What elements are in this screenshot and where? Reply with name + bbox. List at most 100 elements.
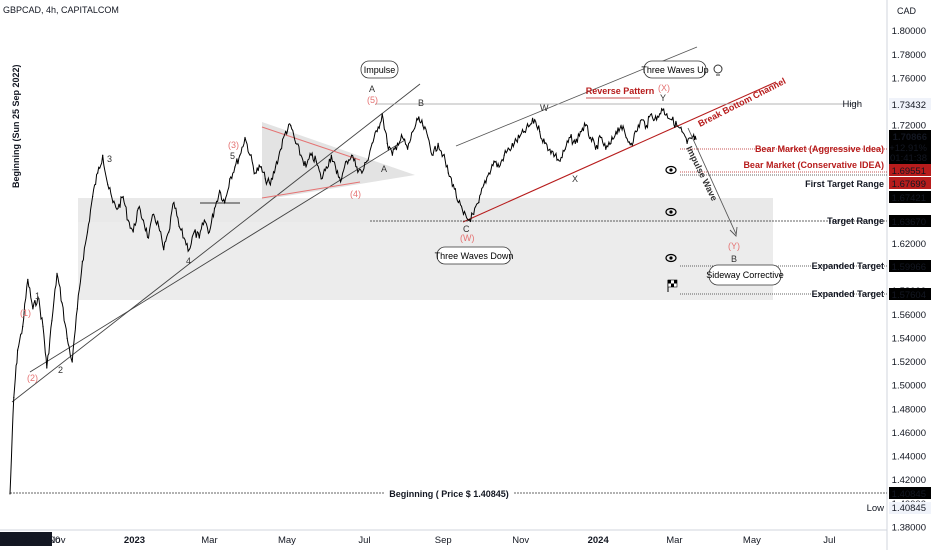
price-point bbox=[315, 160, 317, 162]
price-point bbox=[468, 219, 470, 221]
price-point bbox=[437, 142, 439, 144]
expanded-2-tag: 1.57604 bbox=[889, 288, 931, 301]
price-point bbox=[539, 131, 541, 133]
price-point bbox=[153, 213, 155, 215]
price-point bbox=[295, 142, 297, 144]
triangle-top-line bbox=[261, 126, 361, 161]
price-point bbox=[97, 172, 99, 174]
price-point bbox=[579, 131, 582, 133]
wave-B: B bbox=[418, 98, 424, 108]
price-point bbox=[259, 166, 261, 168]
impulse-wave-label: Impulse Wave bbox=[684, 144, 719, 202]
svg-text:1.59966: 1.59966 bbox=[892, 262, 926, 273]
sideway-corrective-label: Sideway Corrective bbox=[706, 270, 784, 280]
three-waves-down-label: Three Waves Down bbox=[435, 251, 514, 261]
price-point bbox=[686, 142, 688, 144]
bear-aggressive-tag: 1.69551 bbox=[889, 164, 931, 177]
price-point bbox=[178, 225, 180, 227]
price-point bbox=[493, 160, 495, 162]
price-point bbox=[158, 225, 160, 227]
low-value: 1.40845 bbox=[892, 503, 926, 514]
price-point bbox=[371, 142, 373, 144]
eye-icon bbox=[665, 165, 677, 175]
price-point bbox=[137, 207, 139, 209]
expanded-target-label-1: Expanded Target bbox=[812, 261, 884, 271]
price-point bbox=[142, 219, 144, 221]
y-tick-label: 1.48000 bbox=[892, 404, 926, 415]
y-tick-label: 1.52000 bbox=[892, 357, 926, 368]
price-point bbox=[244, 136, 246, 139]
x-tick-label: Mar bbox=[201, 535, 217, 546]
checkered-flag-icon bbox=[667, 279, 678, 292]
impulse-label: Impulse bbox=[364, 65, 396, 75]
price-point bbox=[37, 296, 39, 298]
red-channel-line bbox=[462, 81, 777, 223]
price-point bbox=[203, 219, 205, 221]
x-tick-label: May bbox=[743, 535, 761, 546]
price-point bbox=[671, 119, 673, 121]
price-point bbox=[625, 136, 627, 139]
price-point bbox=[239, 154, 241, 156]
y-tick-label: 1.80000 bbox=[892, 26, 926, 37]
price-point bbox=[193, 231, 195, 233]
wave-X: X bbox=[572, 174, 578, 184]
price-point bbox=[656, 119, 658, 121]
x-tick-label: Nov bbox=[49, 535, 66, 546]
projection-arrow bbox=[687, 127, 737, 235]
wave-2p: (2) bbox=[27, 373, 38, 383]
price-point bbox=[417, 119, 419, 121]
price-point bbox=[81, 261, 83, 263]
lightbulb-icon bbox=[713, 64, 723, 76]
price-point bbox=[483, 184, 485, 186]
target-zone-lower bbox=[78, 222, 773, 300]
price-point bbox=[208, 231, 210, 233]
price-point bbox=[280, 148, 282, 150]
price-point bbox=[407, 148, 409, 150]
price-point bbox=[615, 131, 617, 133]
price-point bbox=[86, 231, 89, 233]
price-point bbox=[27, 278, 29, 280]
svg-text:1.67421: 1.67421 bbox=[892, 193, 926, 204]
price-point bbox=[452, 184, 454, 186]
price-point bbox=[523, 131, 526, 133]
price-point bbox=[529, 125, 531, 127]
wave-1: 1 bbox=[35, 291, 40, 301]
price-point bbox=[432, 154, 434, 156]
price-point bbox=[183, 237, 185, 239]
svg-text:1.57604: 1.57604 bbox=[892, 290, 926, 301]
bear-conservative-tag: 1.67699 bbox=[889, 177, 931, 190]
x-tick-label: Jul bbox=[823, 535, 835, 546]
x-tick-label: 2023 bbox=[124, 535, 145, 546]
price-point bbox=[173, 201, 175, 204]
price-point bbox=[51, 320, 53, 322]
high-label: High bbox=[842, 99, 862, 110]
price-point bbox=[46, 367, 48, 369]
price-point bbox=[132, 231, 134, 233]
wave-4: 4 bbox=[186, 256, 191, 266]
price-point bbox=[544, 142, 546, 144]
price-point bbox=[676, 125, 678, 127]
wave-5: 5 bbox=[230, 151, 235, 161]
price-point bbox=[188, 249, 190, 251]
price-point bbox=[76, 308, 78, 310]
svg-text:1.40845: 1.40845 bbox=[892, 489, 926, 500]
wave-Xp: (X) bbox=[658, 83, 670, 93]
target-range-tag: 1.63670 bbox=[889, 215, 931, 228]
low-price-tag: Low 1.40845 bbox=[867, 502, 931, 514]
wave-labels: (1) 1 (2) 2 3 (3) 4 (4) 5 (5) A A B C (W… bbox=[20, 83, 740, 383]
price-point bbox=[32, 308, 34, 310]
price-point bbox=[442, 154, 444, 156]
price-point bbox=[473, 213, 475, 215]
price-point bbox=[595, 148, 597, 150]
price-point bbox=[396, 142, 399, 144]
price-point bbox=[92, 196, 94, 198]
price-point bbox=[695, 138, 697, 140]
svg-text:1.69551: 1.69551 bbox=[892, 166, 926, 177]
price-point bbox=[264, 178, 266, 180]
wave-1p: (1) bbox=[20, 308, 31, 318]
price-point bbox=[122, 196, 124, 198]
bear-aggressive-label: Bear Market (Aggressive Idea) bbox=[755, 144, 884, 154]
price-point bbox=[320, 178, 322, 180]
price-point bbox=[498, 166, 500, 168]
